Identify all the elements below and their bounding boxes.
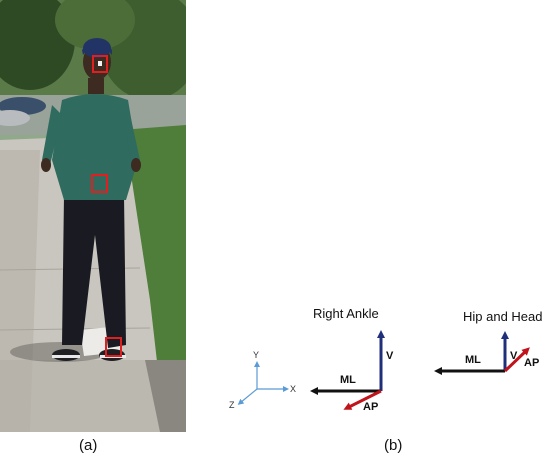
- ref-z-axis: [237, 388, 258, 405]
- ref-z-label: Z: [229, 400, 235, 410]
- walking-subject-photo: [0, 0, 186, 432]
- right-ankle-title: Right Ankle: [313, 306, 379, 321]
- ankle-v-label: V: [386, 350, 394, 362]
- hip-head-title: Hip and Head: [463, 309, 543, 324]
- ankle-ap-label: AP: [363, 401, 379, 413]
- head-sensor-marker: [92, 55, 108, 73]
- ankle-ml-label: ML: [340, 374, 356, 386]
- hip-ap-label: AP: [524, 357, 540, 369]
- hip-v-label: V: [510, 350, 518, 362]
- hip-ml-label: ML: [465, 354, 481, 366]
- caption-panel-b: (b): [384, 437, 403, 454]
- caption-panel-a: (a): [79, 437, 98, 454]
- hip-sensor-marker: [91, 174, 108, 193]
- ankle-sensor-marker: [105, 337, 122, 357]
- hip-ap-arrow: [503, 347, 530, 373]
- ankle-ap-arrow: [343, 389, 382, 410]
- ref-y-label: Y: [253, 350, 260, 360]
- ref-x-label: X: [290, 384, 297, 394]
